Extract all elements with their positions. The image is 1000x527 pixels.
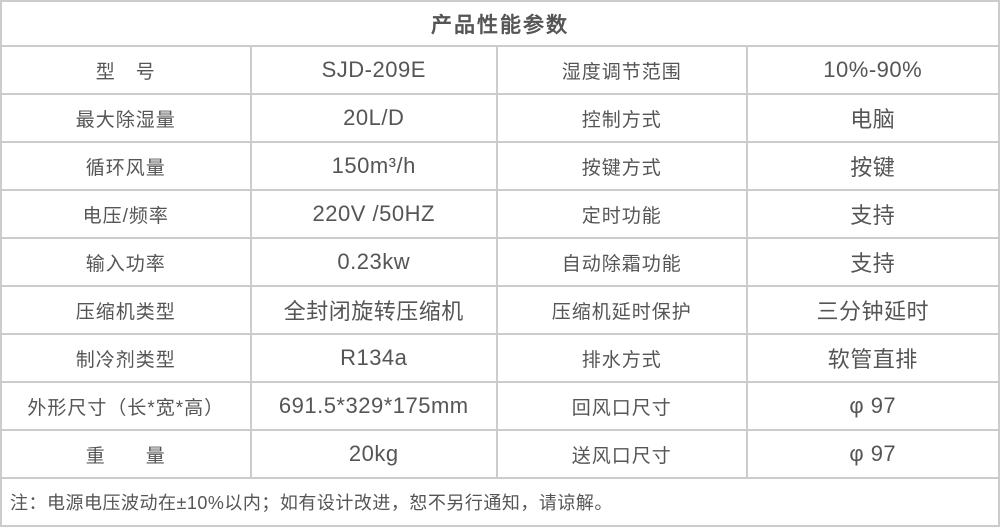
label-voltage-frequency: 电压/频率 (0, 189, 252, 239)
note-row: 注：电源电压波动在±10%以内；如有设计改进，恕不另行通知，请谅解。 (0, 477, 1000, 527)
value-voltage-frequency: 220V /50HZ (249, 189, 498, 239)
value-auto-defrost: 支持 (745, 237, 1000, 287)
value-max-dehumidify: 20L/D (249, 93, 498, 143)
table-title: 产品性能参数 (0, 0, 1000, 47)
label-control-mode: 控制方式 (496, 93, 748, 143)
value-button-type: 按键 (745, 141, 1000, 191)
label-drainage-mode: 排水方式 (496, 333, 748, 383)
value-dimensions: 691.5*329*175mm (249, 381, 498, 431)
label-compressor-type: 压缩机类型 (0, 285, 252, 335)
value-compressor-delay-protection: 三分钟延时 (745, 285, 1000, 335)
value-compressor-type: 全封闭旋转压缩机 (249, 285, 498, 335)
footnote: 注：电源电压波动在±10%以内；如有设计改进，恕不另行通知，请谅解。 (0, 477, 1000, 527)
label-air-circulation: 循环风量 (0, 141, 252, 191)
value-air-outlet-size: φ 97 (745, 429, 1000, 479)
label-refrigerant-type: 制冷剂类型 (0, 333, 252, 383)
table-row: 循环风量 150m³/h 按键方式 按键 (0, 141, 1000, 191)
label-model: 型 号 (0, 45, 252, 95)
table-row: 制冷剂类型 R134a 排水方式 软管直排 (0, 333, 1000, 383)
label-timer-function: 定时功能 (496, 189, 748, 239)
value-humidity-range: 10%-90% (745, 45, 1000, 95)
value-return-air-inlet-size: φ 97 (745, 381, 1000, 431)
value-refrigerant-type: R134a (249, 333, 498, 383)
value-timer-function: 支持 (745, 189, 1000, 239)
label-auto-defrost: 自动除霜功能 (496, 237, 748, 287)
table-row: 输入功率 0.23kw 自动除霜功能 支持 (0, 237, 1000, 287)
table-row: 型 号 SJD-209E 湿度调节范围 10%-90% (0, 45, 1000, 95)
label-dimensions: 外形尺寸（长*宽*高） (0, 381, 252, 431)
label-return-air-inlet-size: 回风口尺寸 (496, 381, 748, 431)
value-weight: 20kg (249, 429, 498, 479)
table-row: 外形尺寸（长*宽*高） 691.5*329*175mm 回风口尺寸 φ 97 (0, 381, 1000, 431)
label-max-dehumidify: 最大除湿量 (0, 93, 252, 143)
value-drainage-mode: 软管直排 (745, 333, 1000, 383)
value-air-circulation: 150m³/h (249, 141, 498, 191)
table-row: 重 量 20kg 送风口尺寸 φ 97 (0, 429, 1000, 479)
table-row: 最大除湿量 20L/D 控制方式 电脑 (0, 93, 1000, 143)
table-row: 电压/频率 220V /50HZ 定时功能 支持 (0, 189, 1000, 239)
value-control-mode: 电脑 (745, 93, 1000, 143)
label-input-power: 输入功率 (0, 237, 252, 287)
title-row: 产品性能参数 (0, 0, 1000, 47)
label-air-outlet-size: 送风口尺寸 (496, 429, 748, 479)
label-compressor-delay-protection: 压缩机延时保护 (496, 285, 748, 335)
table-row: 压缩机类型 全封闭旋转压缩机 压缩机延时保护 三分钟延时 (0, 285, 1000, 335)
label-weight: 重 量 (0, 429, 252, 479)
label-button-type: 按键方式 (496, 141, 748, 191)
value-model: SJD-209E (249, 45, 498, 95)
value-input-power: 0.23kw (249, 237, 498, 287)
label-humidity-range: 湿度调节范围 (496, 45, 748, 95)
